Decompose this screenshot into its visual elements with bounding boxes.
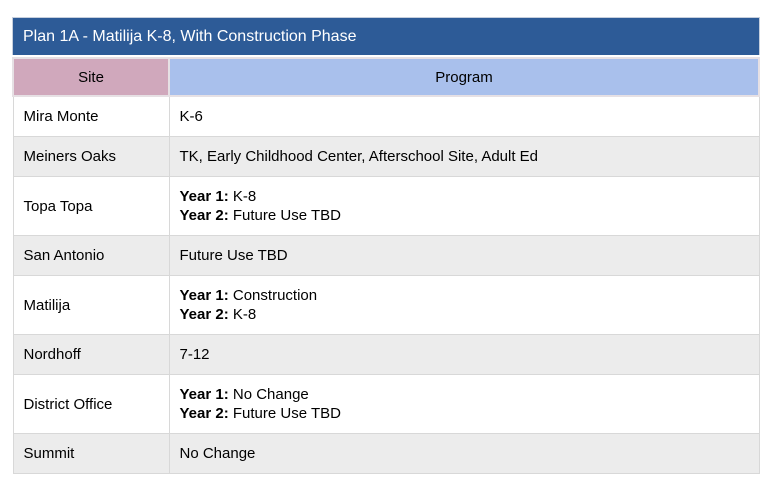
program-line: Year 2: K-8 — [179, 306, 257, 323]
site-cell: Mira Monte — [12, 95, 170, 137]
program-cell: 7-12 — [168, 334, 760, 375]
program-line: Year 2: Future Use TBD — [179, 405, 341, 422]
site-program-table: Site Program Mira Monte K-6 Meiners Oaks TK… — [12, 57, 760, 474]
site-cell: Meiners Oaks — [12, 136, 170, 177]
site-cell: Topa Topa — [12, 176, 170, 236]
site-column-header: Site — [12, 57, 170, 97]
site-cell: Summit — [12, 433, 170, 474]
header-row: Site Program — [12, 57, 760, 97]
site-cell: Nordhoff — [12, 334, 170, 375]
site-cell: San Antonio — [12, 235, 170, 276]
program-cell: Year 1: No Change Year 2: Future Use TBD — [168, 374, 760, 434]
table-row: Mira Monte K-6 — [12, 95, 760, 137]
program-column-header: Program — [168, 57, 760, 97]
site-cell: Matilija — [12, 275, 170, 335]
program-cell: Future Use TBD — [168, 235, 760, 276]
program-cell: Year 1: K-8 Year 2: Future Use TBD — [168, 176, 760, 236]
table-row: Matilija Year 1: Construction Year 2: K-8 — [12, 275, 760, 335]
program-cell: K-6 — [168, 95, 760, 137]
program-line: No Change — [179, 445, 256, 462]
program-line: TK, Early Childhood Center, Afterschool … — [179, 148, 539, 165]
table-row: Meiners Oaks TK, Early Childhood Center, … — [12, 136, 760, 177]
table-title-bar: Plan 1A - Matilija K-8, With Constructio… — [12, 17, 760, 55]
program-line: Future Use TBD — [179, 247, 288, 264]
program-line: Year 1: K-8 — [179, 188, 257, 205]
program-line: 7-12 — [179, 346, 210, 363]
table-row: Nordhoff 7-12 — [12, 334, 760, 375]
table-row: District Office Year 1: No Change Year 2: … — [12, 374, 760, 434]
program-cell: TK, Early Childhood Center, Afterschool … — [168, 136, 760, 177]
program-line: K-6 — [179, 108, 203, 125]
table-row: San Antonio Future Use TBD — [12, 235, 760, 276]
table-title: Plan 1A - Matilija K-8, With Constructio… — [23, 28, 357, 45]
program-line: Year 2: Future Use TBD — [179, 207, 341, 224]
program-line: Year 1: Construction — [179, 287, 318, 304]
program-cell: Year 1: Construction Year 2: K-8 — [168, 275, 760, 335]
program-line: Year 1: No Change — [179, 386, 309, 403]
program-cell: No Change — [168, 433, 760, 474]
table-row: Topa Topa Year 1: K-8 Year 2: Future Use T… — [12, 176, 760, 236]
site-cell: District Office — [12, 374, 170, 434]
table-row: Summit No Change — [12, 433, 760, 474]
plan-table: Plan 1A - Matilija K-8, With Constructio… — [12, 17, 760, 474]
